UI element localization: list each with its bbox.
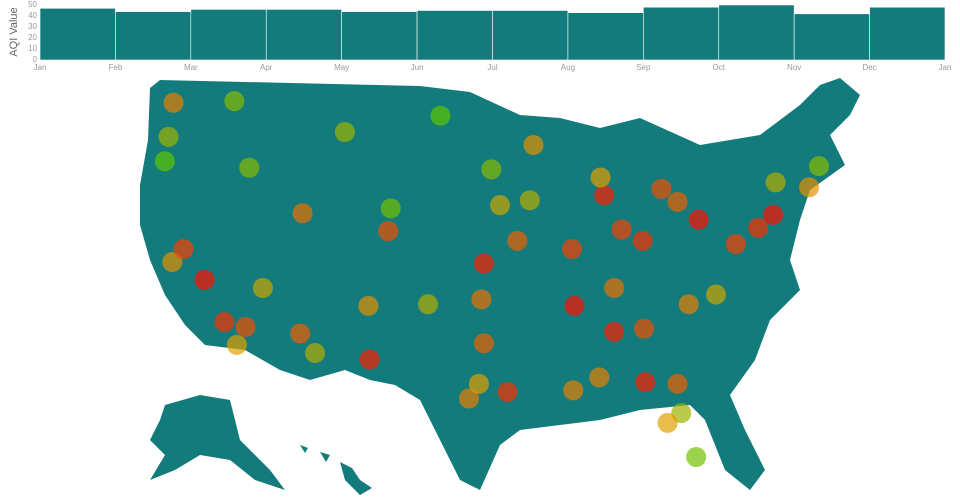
station: [358, 295, 379, 316]
station: [235, 317, 256, 337]
station: [473, 333, 494, 354]
station: [430, 105, 451, 126]
station: [378, 221, 399, 242]
station: [589, 367, 610, 388]
bar: [869, 6, 946, 61]
x-tick-label: May: [334, 63, 349, 72]
station: [519, 190, 540, 211]
bar: [643, 6, 720, 61]
station: [763, 204, 784, 225]
bar: [190, 9, 267, 61]
station: [162, 252, 183, 272]
station: [667, 191, 688, 212]
station: [523, 135, 544, 155]
station: [562, 239, 582, 259]
station: [604, 278, 625, 298]
station: [194, 269, 215, 290]
station: [490, 195, 510, 216]
x-tick-label: Jul: [487, 63, 497, 72]
station: [507, 230, 528, 251]
bar: [341, 11, 418, 61]
station: [473, 253, 494, 274]
y-tick-label: 20: [28, 33, 37, 42]
station: [471, 289, 492, 310]
station: [305, 343, 326, 363]
station: [458, 388, 479, 409]
bar: [793, 13, 870, 61]
station: [252, 278, 273, 298]
y-tick-label: 10: [28, 44, 37, 53]
x-tick-label: Aug: [561, 63, 575, 72]
station: [765, 172, 786, 193]
x-tick-label: Jun: [411, 63, 424, 72]
station: [632, 230, 653, 251]
station: [163, 92, 184, 113]
y-tick-label: 40: [28, 11, 37, 20]
bar: [39, 8, 116, 61]
station: [292, 203, 313, 224]
station: [809, 156, 830, 177]
station: [706, 284, 726, 305]
bar: [567, 12, 644, 61]
bar: [718, 4, 795, 61]
hawaii: [300, 445, 372, 495]
x-tick-label: Jan: [939, 63, 952, 72]
station: [239, 157, 260, 178]
station: [290, 323, 311, 344]
station: [334, 122, 355, 142]
station: [380, 198, 401, 219]
station: [611, 219, 632, 240]
station: [563, 380, 584, 401]
bar-chart: 0 10 20 30 40 50 Jan Feb Mar Apr May Jun Jul Aug Sep Oc…: [28, 0, 951, 72]
station: [657, 412, 678, 433]
station: [725, 234, 746, 255]
station: [481, 159, 502, 180]
station: [604, 321, 625, 342]
land: [140, 78, 860, 495]
station: [214, 312, 235, 333]
station: [468, 373, 489, 394]
x-tick-label: Apr: [260, 63, 273, 72]
x-tick-label: Nov: [787, 63, 801, 72]
bar: [265, 9, 342, 61]
station: [688, 209, 709, 230]
y-tick-label: 30: [28, 22, 37, 31]
x-tick-label: Feb: [109, 63, 123, 72]
bar: [492, 10, 569, 61]
x-tick-label: Mar: [184, 63, 198, 72]
bar: [416, 10, 493, 61]
station: [678, 294, 699, 315]
station: [158, 126, 179, 147]
y-tick-label: 0: [33, 55, 38, 64]
station: [564, 295, 585, 316]
station: [497, 382, 518, 402]
x-tick-label: Oct: [713, 63, 726, 72]
bar: [115, 11, 192, 61]
y-tick-label: 50: [28, 0, 37, 9]
station: [799, 177, 820, 198]
x-tick-label: Dec: [862, 63, 876, 72]
x-tick-label: Sep: [636, 63, 651, 72]
contiguous-us: [140, 78, 860, 490]
station: [154, 151, 175, 172]
station: [224, 91, 245, 112]
station: [651, 178, 672, 199]
station: [226, 334, 247, 355]
station: [686, 447, 707, 467]
station: [635, 372, 656, 393]
station: [667, 373, 688, 394]
station: [418, 294, 438, 315]
station: [634, 318, 654, 339]
station: [594, 185, 615, 206]
station: [359, 349, 380, 370]
y-axis-label: AQI Value: [8, 7, 20, 56]
station: [173, 239, 194, 259]
station: [590, 167, 611, 188]
x-tick-label: Jan: [34, 63, 47, 72]
station: [748, 217, 769, 238]
alaska: [150, 395, 285, 490]
map-points: [154, 91, 830, 467]
